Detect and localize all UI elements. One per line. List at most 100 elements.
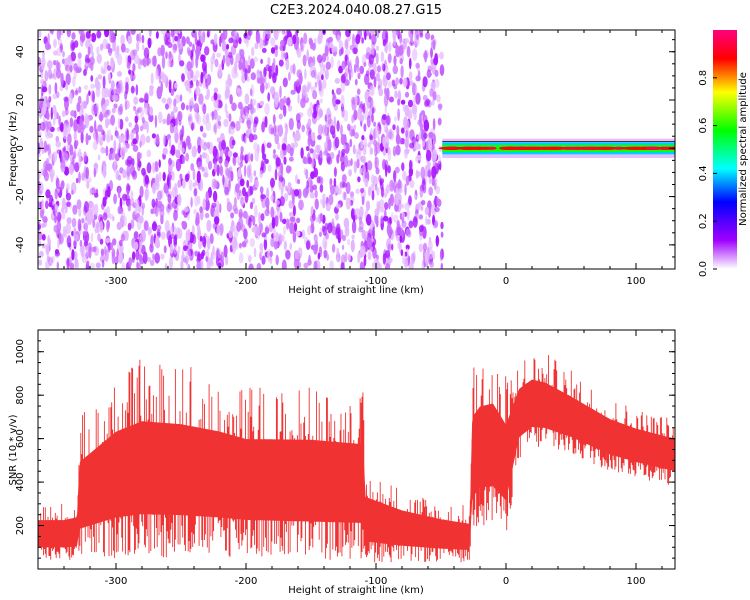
heatmap-cell [190, 49, 194, 56]
heatmap-cell [275, 232, 280, 241]
heatmap-cell [324, 45, 329, 57]
heatmap-cell [77, 218, 82, 232]
heatmap-cell [141, 205, 144, 216]
heatmap-cell [361, 195, 365, 206]
heatmap-cell [385, 30, 389, 44]
heatmap-cell [119, 118, 124, 130]
heatmap-cell [360, 245, 366, 258]
heatmap-cell [362, 102, 366, 114]
heatmap-cell [125, 54, 129, 64]
heatmap-cell [439, 51, 444, 60]
heatmap-cell [269, 86, 275, 95]
heatmap-cell [101, 259, 105, 268]
heatmap-cell [350, 68, 354, 78]
heatmap-cell [399, 31, 403, 44]
heatmap-cell [73, 40, 79, 48]
heatmap-cell [135, 249, 140, 261]
heatmap-cell [303, 262, 309, 269]
heatmap-cell [38, 56, 41, 67]
heatmap-cell [431, 133, 436, 140]
heatmap-cell [358, 226, 364, 233]
heatmap-cell [144, 92, 150, 101]
heatmap-cell [278, 59, 284, 67]
heatmap-cell [287, 182, 292, 189]
heatmap-cell [156, 229, 161, 237]
heatmap-cell [246, 179, 250, 188]
heatmap-cell [341, 174, 347, 184]
heatmap-cell [97, 233, 101, 242]
heatmap-cell [298, 199, 304, 211]
heatmap-cell [253, 170, 257, 177]
heatmap-cell [322, 125, 328, 137]
heatmap-cell [307, 156, 313, 165]
heatmap-cell [172, 127, 179, 134]
heatmap-cell [367, 142, 372, 148]
heatmap-cell [164, 262, 168, 269]
heatmap-cell [149, 106, 154, 116]
heatmap-cell [369, 85, 375, 96]
heatmap-cell [315, 144, 321, 153]
heatmap-cell [321, 74, 324, 81]
heatmap-cell [185, 248, 191, 261]
heatmap-cell [392, 145, 397, 157]
heatmap-cell [205, 153, 210, 165]
heatmap-cell [224, 160, 229, 168]
heatmap-cell [213, 161, 218, 173]
heatmap-cell [136, 158, 141, 172]
heatmap-cell [205, 120, 212, 132]
heatmap-cell [367, 251, 372, 261]
heatmap-cell [440, 221, 444, 230]
heatmap-cell [104, 189, 108, 200]
heatmap-cell [329, 125, 336, 135]
heatmap-cell [219, 162, 222, 175]
heatmap-cell [141, 34, 145, 44]
heatmap-cell [404, 104, 410, 117]
heatmap-cell [190, 163, 195, 171]
heatmap-cell [73, 233, 79, 242]
heatmap-cell [186, 173, 190, 181]
heatmap-cell [250, 72, 256, 81]
heatmap-cell [280, 234, 285, 242]
heatmap-cell [419, 187, 424, 198]
heatmap-cell [412, 216, 418, 228]
heatmap-cell [282, 77, 288, 88]
heatmap-cell [172, 198, 178, 209]
heatmap-cell [54, 215, 58, 224]
heatmap-cell [404, 251, 408, 257]
heatmap-cell [259, 170, 263, 179]
heatmap-cell [51, 30, 54, 35]
heatmap-cell [162, 147, 168, 156]
heatmap-cell [55, 177, 60, 190]
snr-plot-area [38, 355, 675, 563]
heatmap-cell [283, 95, 287, 104]
heatmap-cell [382, 215, 389, 222]
heatmap-cell [73, 149, 77, 160]
heatmap-cell [142, 251, 148, 264]
heatmap-cell [413, 110, 417, 121]
heatmap-cell [206, 141, 211, 150]
heatmap-cell [49, 73, 55, 79]
heatmap-cell [202, 114, 208, 125]
heatmap-cell [102, 68, 106, 75]
heatmap-cell [168, 79, 172, 86]
heatmap-cell [313, 260, 318, 269]
heatmap-cell [315, 217, 320, 223]
heatmap-cell [272, 57, 276, 67]
heatmap-cell [228, 229, 233, 239]
heatmap-cell [309, 148, 314, 154]
heatmap-cell [124, 99, 128, 111]
heatmap-cell [269, 256, 273, 264]
heatmap-cell [340, 160, 345, 172]
heatmap-cell [174, 35, 179, 42]
heatmap-cell [53, 38, 57, 48]
heatmap-cell [229, 126, 235, 135]
heatmap-cell [105, 145, 109, 157]
heatmap-cell [393, 83, 398, 90]
heatmap-cell [165, 38, 169, 46]
heatmap-cell [75, 178, 79, 184]
heatmap-cell [439, 64, 445, 76]
heatmap-cell [232, 155, 237, 166]
heatmap-cell [69, 262, 75, 269]
heatmap-cell [130, 49, 136, 61]
